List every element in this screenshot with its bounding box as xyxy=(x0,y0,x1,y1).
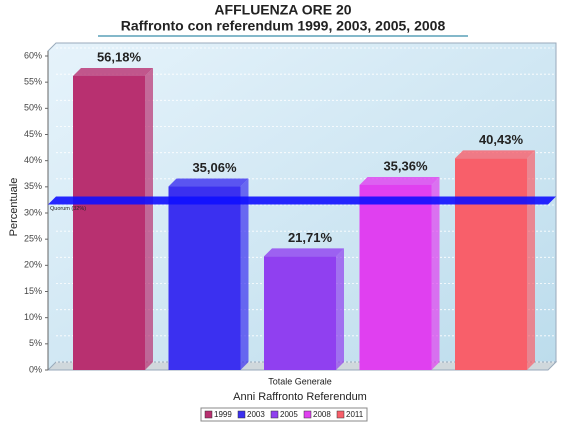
data-label: 35,06% xyxy=(192,160,237,175)
bar-top xyxy=(73,67,153,76)
y-tick-label: 60% xyxy=(24,50,42,60)
y-tick-label: 20% xyxy=(24,260,42,270)
x-axis-title: Anni Raffronto Referendum xyxy=(233,391,367,403)
y-tick-label: 55% xyxy=(24,77,42,87)
bar xyxy=(168,186,241,370)
chart-subtitle: Raffronto con referendum 1999, 2003, 200… xyxy=(121,18,446,34)
bar-side xyxy=(527,150,535,370)
y-tick-label: 30% xyxy=(24,207,42,217)
y-tick-label: 5% xyxy=(29,338,42,348)
y-tick-label: 15% xyxy=(24,286,42,296)
bar-top xyxy=(264,248,344,257)
legend-swatch xyxy=(204,410,213,419)
bar xyxy=(455,158,527,370)
legend-label: 2011 xyxy=(346,410,364,419)
bar xyxy=(73,75,145,370)
y-tick-label: 45% xyxy=(24,129,42,139)
bar-side xyxy=(145,67,153,370)
data-label: 40,43% xyxy=(479,132,524,147)
bar-side xyxy=(336,248,344,370)
bar xyxy=(264,256,336,370)
bar-top xyxy=(168,178,249,187)
legend-swatch xyxy=(303,410,312,419)
legend-label: 2003 xyxy=(247,410,265,419)
legend-label: 2005 xyxy=(280,410,298,419)
x-tick-label: Totale Generale xyxy=(268,376,332,386)
data-label: 21,71% xyxy=(288,230,333,245)
quorum-line xyxy=(48,196,556,205)
legend-swatch xyxy=(270,410,279,419)
legend-label: 1999 xyxy=(214,410,232,419)
data-label: 35,36% xyxy=(383,158,428,173)
y-tick-label: 50% xyxy=(24,103,42,113)
y-tick-label: 10% xyxy=(24,312,42,322)
bar-top xyxy=(455,150,535,159)
legend-label: 2008 xyxy=(313,410,331,419)
bar-top xyxy=(359,176,440,185)
y-tick-label: 35% xyxy=(24,181,42,191)
y-tick-label: 25% xyxy=(24,234,42,244)
chart-title: AFFLUENZA ORE 20 xyxy=(214,2,351,18)
y-tick-label: 0% xyxy=(29,364,42,374)
legend-swatch xyxy=(336,410,345,419)
quorum-label: Quorum (32%) xyxy=(50,206,86,212)
legend-swatch xyxy=(237,410,246,419)
data-label: 56,18% xyxy=(97,49,142,64)
bar xyxy=(359,184,432,370)
y-tick-label: 40% xyxy=(24,155,42,165)
y-axis-title: Percentuale xyxy=(8,178,20,237)
bar-side xyxy=(431,176,440,370)
bar-side xyxy=(240,178,249,370)
